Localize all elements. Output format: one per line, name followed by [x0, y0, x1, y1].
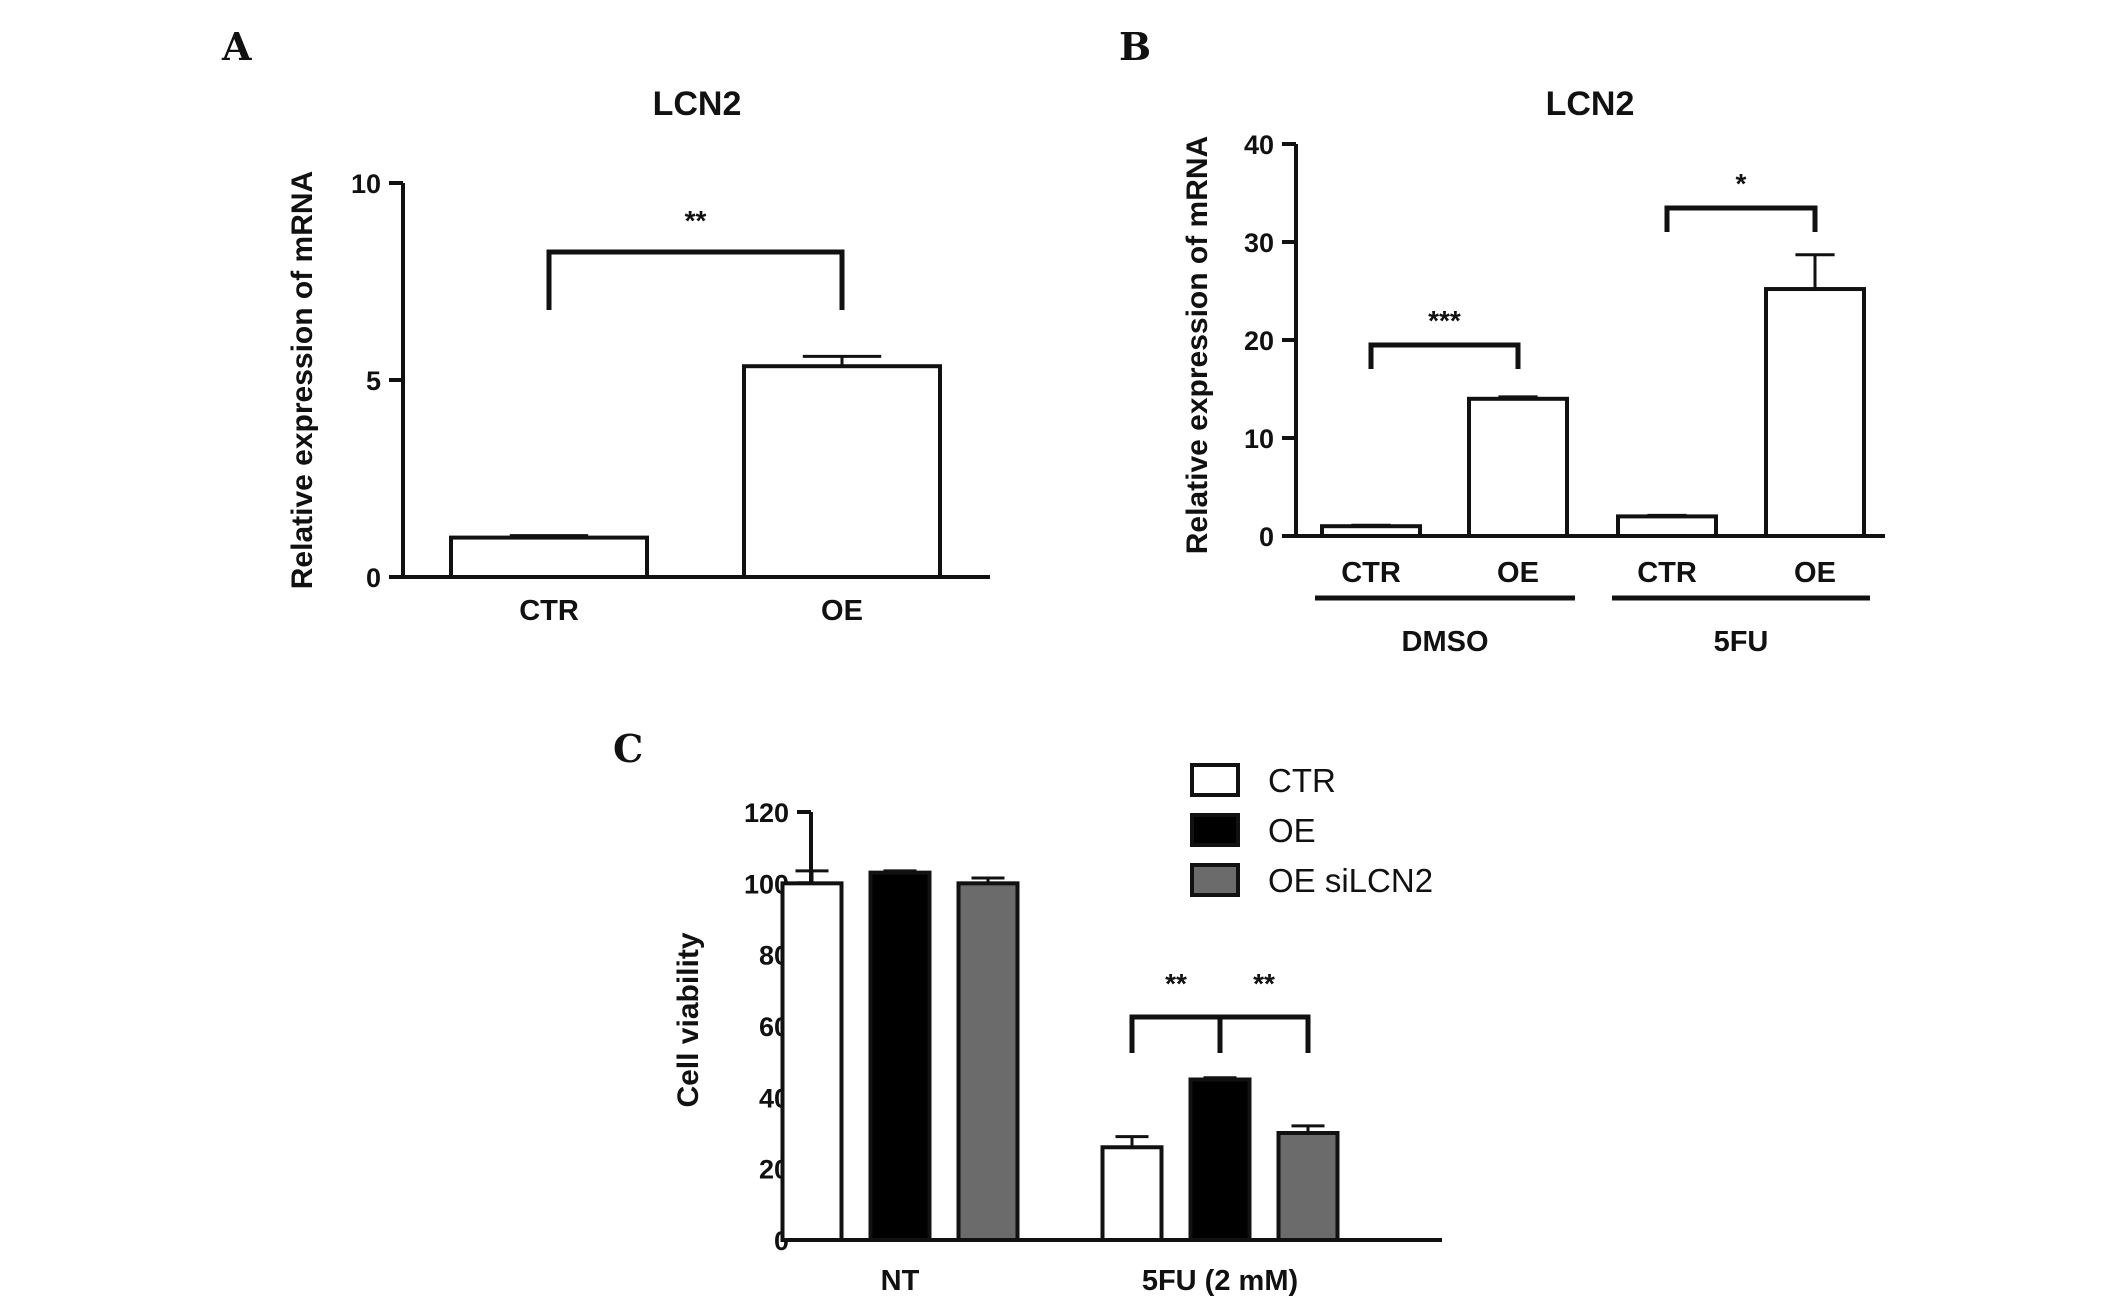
y-tick-label: 0: [366, 563, 381, 593]
bar: [742, 364, 942, 579]
legend: CTR OE OE siLCN2: [1190, 762, 1433, 899]
panel-a: A LCN2 Relative expression of mRNA 0 5 10 CTR O…: [221, 24, 990, 627]
chart-title: LCN2: [653, 85, 742, 123]
panel-letter: C: [613, 726, 643, 771]
bar: [1188, 1077, 1252, 1242]
legend-label: CTR: [1268, 762, 1336, 799]
bar: [1276, 1131, 1340, 1242]
x-category-label: OE: [821, 595, 863, 627]
y-tick-label: 0: [1259, 522, 1274, 552]
x-category-label: CTR: [519, 595, 579, 627]
bar: [956, 881, 1020, 1242]
legend-swatch: [1190, 813, 1240, 847]
significance-label: ***: [1428, 305, 1461, 336]
significance-bracket: [1217, 1014, 1311, 1053]
y-tick-label: 10: [351, 169, 381, 199]
y-axis-label: Cell viability: [672, 932, 705, 1107]
x-category-label: CTR: [1341, 557, 1401, 589]
significance-label: *: [1736, 168, 1747, 199]
panel-letter: B: [1119, 24, 1151, 69]
significance-label: **: [685, 205, 707, 236]
panel-b: B LCN2 Relative expression of mRNA 0 10 20 30 4…: [1119, 24, 1885, 658]
group-label: 5FU: [1714, 626, 1769, 658]
significance-label: **: [1253, 968, 1275, 999]
bar: [1100, 1145, 1164, 1243]
bar: [1616, 514, 1718, 539]
bar: [780, 881, 844, 1242]
bar: [868, 870, 932, 1243]
y-tick-label: 5: [366, 366, 381, 396]
y-tick-label: 10: [1244, 424, 1274, 454]
significance-bracket: [546, 249, 845, 310]
legend-swatch: [1190, 863, 1240, 897]
bar: [449, 535, 649, 579]
legend-label: OE: [1268, 812, 1316, 849]
significance-bracket: [1129, 1014, 1223, 1053]
y-tick-label: 40: [1244, 130, 1274, 160]
y-tick-label: 20: [1244, 326, 1274, 356]
significance-label: **: [1165, 968, 1187, 999]
panel-letter: A: [221, 24, 252, 69]
y-tick-label: 120: [744, 798, 789, 828]
x-category-label: OE: [1794, 557, 1836, 589]
x-category-label: OE: [1497, 557, 1539, 589]
x-category-label: 5FU (2 mM): [1142, 1265, 1298, 1297]
legend-label: OE siLCN2: [1268, 862, 1433, 899]
bar: [1764, 287, 1866, 539]
x-category-label: CTR: [1637, 557, 1697, 589]
legend-swatch: [1190, 763, 1240, 797]
x-category-label: NT: [881, 1265, 920, 1297]
chart-title: LCN2: [1546, 85, 1635, 123]
group-label: DMSO: [1402, 626, 1489, 658]
y-tick-label: 30: [1244, 228, 1274, 258]
y-axis-label: Relative expression of mRNA: [286, 171, 319, 589]
bar: [1320, 524, 1422, 539]
significance-bracket: [1368, 342, 1521, 369]
significance-bracket: [1664, 205, 1818, 232]
y-axis-label: Relative expression of mRNA: [1181, 136, 1214, 554]
bar: [1467, 396, 1569, 538]
